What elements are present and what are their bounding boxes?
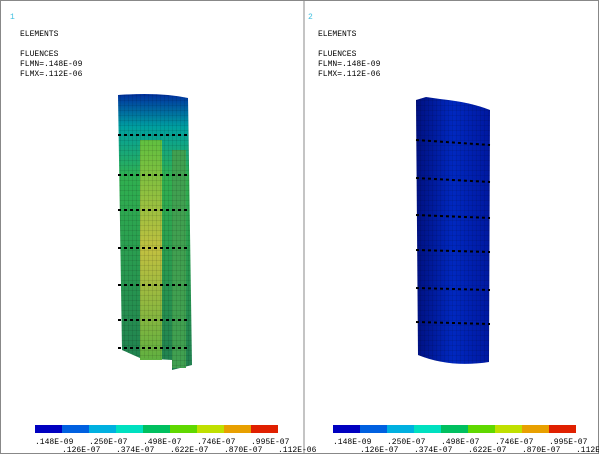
window-number: 1 [10,13,15,22]
info-line: ELEMENTS [20,30,59,39]
legend-swatch [522,425,549,433]
legend-label: .870E-07 [224,446,263,454]
legend-swatch [116,425,143,433]
legend-label: .112E-06 [576,446,599,454]
legend-swatch [89,425,116,433]
legend-label: .374E-07 [116,446,155,454]
legend-swatch [495,425,522,433]
info-line: FLMX=.112E-06 [20,70,83,79]
legend-label: .112E-06 [278,446,317,454]
legend-label: .126E-07 [62,446,101,454]
info-line: FLUENCES [318,50,357,59]
legend-swatch [143,425,170,433]
legend-swatch [62,425,89,433]
frame [1,1,599,454]
legend-swatch [224,425,251,433]
legend-swatch [441,425,468,433]
legend-swatch [414,425,441,433]
legend-label: .622E-07 [468,446,507,454]
legend-label: .126E-07 [360,446,399,454]
model-1 [118,94,192,370]
info-line: FLMX=.112E-06 [318,70,381,79]
legend-swatch [197,425,224,433]
legend-swatch [387,425,414,433]
model-2 [416,97,490,364]
legend-swatch [468,425,495,433]
legend-swatch [251,425,278,433]
legend-label: .374E-07 [414,446,453,454]
screenshot: 1ELEMENTSFLUENCESFLMN=.148E-09FLMX=.112E… [0,0,599,454]
page: 1ELEMENTSFLUENCESFLMN=.148E-09FLMX=.112E… [0,0,599,454]
window-number: 2 [308,13,313,22]
legend-label: .622E-07 [170,446,209,454]
legend-swatch [333,425,360,433]
legend-swatch [360,425,387,433]
legend-swatch [170,425,197,433]
legend-swatch [549,425,576,433]
legend-label: .870E-07 [522,446,561,454]
legend-swatch [35,425,62,433]
info-line: FLMN=.148E-09 [20,60,83,69]
info-line: FLMN=.148E-09 [318,60,381,69]
info-line: ELEMENTS [318,30,357,39]
info-line: FLUENCES [20,50,59,59]
